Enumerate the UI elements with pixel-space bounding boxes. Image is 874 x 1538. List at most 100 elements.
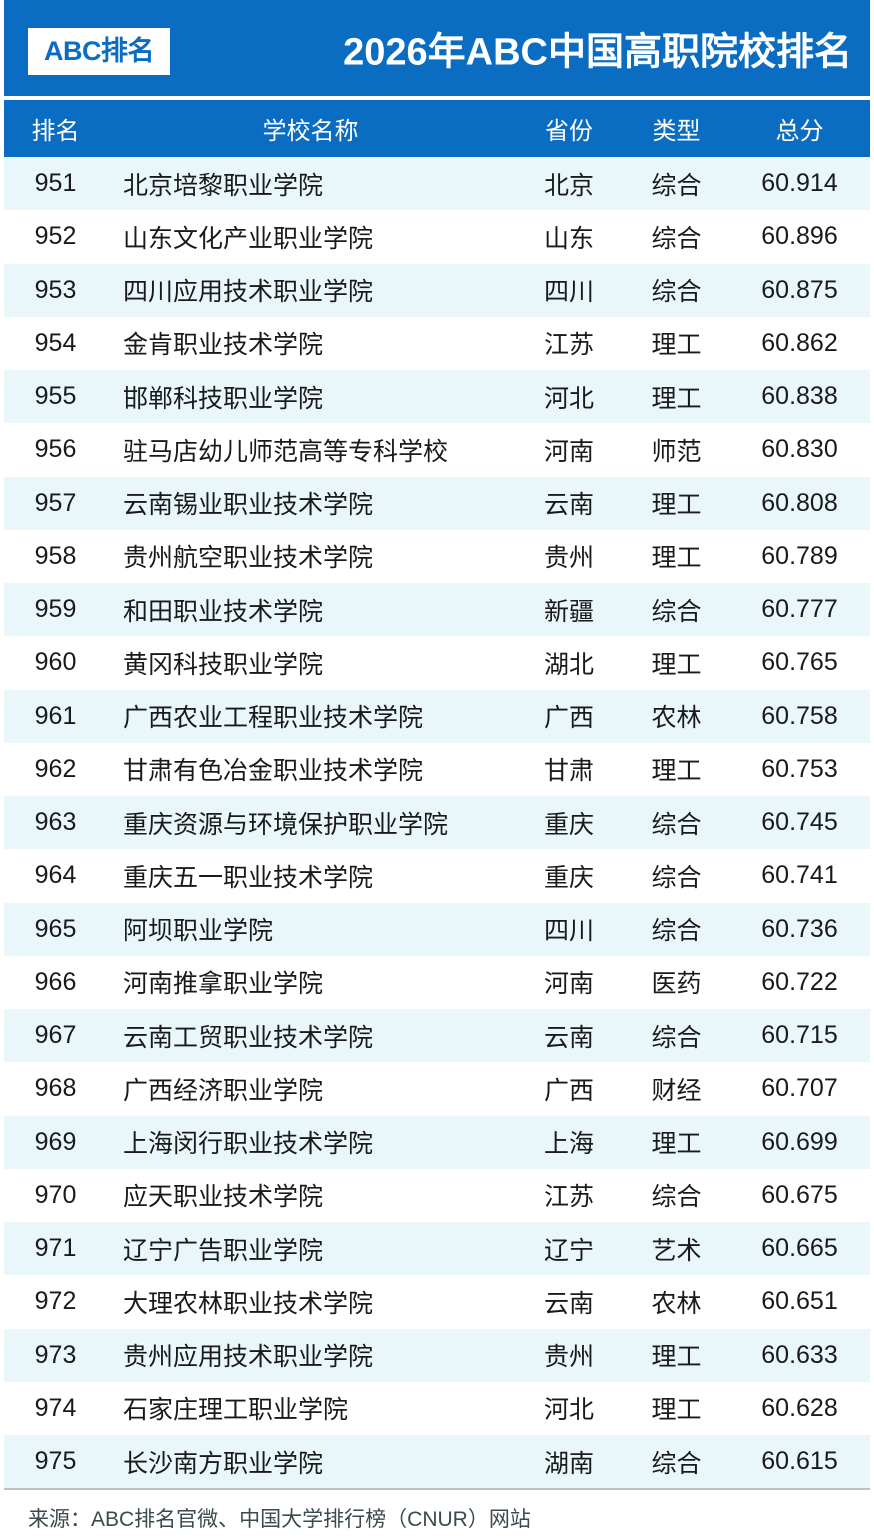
- table-cell-province: 重庆: [543, 863, 594, 892]
- table-cell-rank: 973: [34, 1340, 77, 1369]
- table-cell-name: 阿坝职业学院: [123, 917, 274, 946]
- table-cell-rank: 961: [34, 701, 77, 730]
- table-row[interactable]: 956 驻马店幼儿师范高等专科学校 河南 师范 60.830: [4, 423, 870, 477]
- table-cell-province: 云南: [543, 491, 594, 520]
- table-row[interactable]: 968 广西经济职业学院 广西 财经 60.707: [4, 1062, 870, 1116]
- table-row[interactable]: 971 辽宁广告职业学院 辽宁 艺术 60.665: [4, 1222, 870, 1276]
- table-cell-name: 重庆资源与环境保护职业学院: [123, 810, 449, 839]
- table-row[interactable]: 957 云南锡业职业技术学院 云南 理工 60.808: [4, 476, 870, 530]
- column-header-score: 总分: [775, 118, 824, 145]
- table-cell-name: 贵州应用技术职业学院: [123, 1343, 374, 1372]
- table-cell-rank: 974: [34, 1393, 77, 1422]
- table-cell-score: 60.633: [761, 1340, 838, 1369]
- table-cell-type: 医药: [651, 970, 702, 999]
- table-cell-score: 60.789: [761, 541, 838, 570]
- table-cell-score: 60.875: [761, 275, 838, 304]
- table-cell-name: 金肯职业技术学院: [123, 331, 324, 360]
- table-header-row: 排名 学校名称 省份 类型 总分: [4, 100, 870, 157]
- table-cell-province: 河北: [543, 384, 594, 413]
- table-cell-rank: 964: [34, 861, 77, 890]
- table-row[interactable]: 959 和田职业技术学院 新疆 综合 60.777: [4, 583, 870, 637]
- table-cell-rank: 955: [34, 382, 77, 411]
- table-cell-score: 60.758: [761, 701, 838, 730]
- table-cell-rank: 963: [34, 808, 77, 837]
- table-row[interactable]: 967 云南工贸职业技术学院 云南 综合 60.715: [4, 1009, 870, 1063]
- table-cell-province: 广西: [543, 1076, 594, 1105]
- table-cell-name: 辽宁广告职业学院: [123, 1236, 324, 1265]
- table-cell-name: 北京培黎职业学院: [123, 171, 324, 200]
- table-row[interactable]: 974 石家庄理工职业学院 河北 理工 60.628: [4, 1381, 870, 1435]
- table-cell-score: 60.665: [761, 1234, 838, 1263]
- table-cell-score: 60.736: [761, 914, 838, 943]
- table-cell-rank: 951: [34, 169, 77, 198]
- table-cell-rank: 960: [34, 648, 77, 677]
- table-cell-province: 北京: [543, 171, 594, 200]
- table-cell-province: 四川: [543, 278, 594, 307]
- table-cell-score: 60.715: [761, 1021, 838, 1050]
- table-cell-province: 辽宁: [543, 1236, 594, 1265]
- table-row[interactable]: 954 金肯职业技术学院 江苏 理工 60.862: [4, 316, 870, 370]
- table-cell-type: 农林: [651, 704, 702, 733]
- table-cell-province: 云南: [543, 1289, 594, 1318]
- table-cell-score: 60.707: [761, 1074, 838, 1103]
- table-cell-score: 60.628: [761, 1393, 838, 1422]
- table-row[interactable]: 958 贵州航空职业技术学院 贵州 理工 60.789: [4, 529, 870, 583]
- table-cell-type: 综合: [651, 863, 702, 892]
- table-row[interactable]: 952 山东文化产业职业学院 山东 综合 60.896: [4, 210, 870, 264]
- table-row[interactable]: 965 阿坝职业学院 四川 综合 60.736: [4, 902, 870, 956]
- table-cell-province: 湖南: [543, 1449, 594, 1478]
- table-cell-rank: 954: [34, 328, 77, 357]
- table-row[interactable]: 951 北京培黎职业学院 北京 综合 60.914: [4, 157, 870, 211]
- table-cell-type: 理工: [651, 544, 702, 573]
- table-cell-rank: 966: [34, 967, 77, 996]
- table-row[interactable]: 975 长沙南方职业学院 湖南 综合 60.615: [4, 1435, 870, 1489]
- table-cell-rank: 956: [34, 435, 77, 464]
- table-cell-province: 四川: [543, 917, 594, 946]
- column-header-province: 省份: [545, 118, 593, 145]
- table-cell-type: 理工: [651, 1396, 702, 1425]
- table-row[interactable]: 970 应天职业技术学院 江苏 综合 60.675: [4, 1168, 870, 1222]
- table-cell-name: 甘肃有色冶金职业技术学院: [123, 757, 424, 786]
- table-row[interactable]: 955 邯郸科技职业学院 河北 理工 60.838: [4, 370, 870, 424]
- table-cell-name: 广西农业工程职业技术学院: [123, 704, 424, 733]
- table-cell-name: 山东文化产业职业学院: [123, 224, 374, 253]
- table-cell-score: 60.777: [761, 595, 838, 624]
- table-row[interactable]: 964 重庆五一职业技术学院 重庆 综合 60.741: [4, 849, 870, 903]
- table-cell-rank: 969: [34, 1127, 77, 1156]
- page-title: 2026年ABC中国高职院校排名: [343, 31, 852, 74]
- logo-label: ABC排名: [44, 36, 155, 66]
- table-cell-name: 邯郸科技职业学院: [123, 384, 324, 413]
- table-row[interactable]: 961 广西农业工程职业技术学院 广西 农林 60.758: [4, 689, 870, 743]
- table-cell-name: 石家庄理工职业学院: [123, 1396, 349, 1425]
- table-cell-type: 理工: [651, 1343, 702, 1372]
- source-footer: 来源：ABC排名官微、中国大学排行榜（CNUR）网站: [4, 1488, 870, 1538]
- column-header-rank: 排名: [31, 118, 80, 145]
- table-cell-type: 农林: [651, 1289, 702, 1318]
- table-cell-province: 新疆: [543, 597, 594, 626]
- table-cell-rank: 965: [34, 914, 77, 943]
- table-cell-score: 60.615: [761, 1447, 838, 1476]
- table-row[interactable]: 969 上海闵行职业技术学院 上海 理工 60.699: [4, 1115, 870, 1169]
- table-cell-rank: 957: [34, 488, 77, 517]
- table-cell-province: 河南: [543, 437, 594, 466]
- table-cell-rank: 970: [34, 1180, 77, 1209]
- table-cell-province: 河南: [543, 970, 594, 999]
- table-cell-name: 四川应用技术职业学院: [123, 278, 374, 307]
- table-cell-score: 60.753: [761, 754, 838, 783]
- table-row[interactable]: 960 黄冈科技职业学院 湖北 理工 60.765: [4, 636, 870, 690]
- table-row[interactable]: 973 贵州应用技术职业学院 贵州 理工 60.633: [4, 1328, 870, 1382]
- table-cell-score: 60.896: [761, 222, 838, 251]
- table-row[interactable]: 963 重庆资源与环境保护职业学院 重庆 综合 60.745: [4, 796, 870, 850]
- table-cell-rank: 962: [34, 754, 77, 783]
- table-cell-type: 综合: [651, 278, 702, 307]
- table-cell-province: 甘肃: [543, 757, 594, 786]
- table-row[interactable]: 962 甘肃有色冶金职业技术学院 甘肃 理工 60.753: [4, 742, 870, 796]
- abc-ranking-logo: ABC排名: [28, 28, 170, 75]
- table-row[interactable]: 966 河南推拿职业学院 河南 医药 60.722: [4, 955, 870, 1009]
- table-cell-score: 60.765: [761, 648, 838, 677]
- table-cell-province: 江苏: [543, 331, 594, 360]
- table-cell-rank: 967: [34, 1021, 77, 1050]
- table-row[interactable]: 953 四川应用技术职业学院 四川 综合 60.875: [4, 263, 870, 317]
- table-row[interactable]: 972 大理农林职业技术学院 云南 农林 60.651: [4, 1275, 870, 1329]
